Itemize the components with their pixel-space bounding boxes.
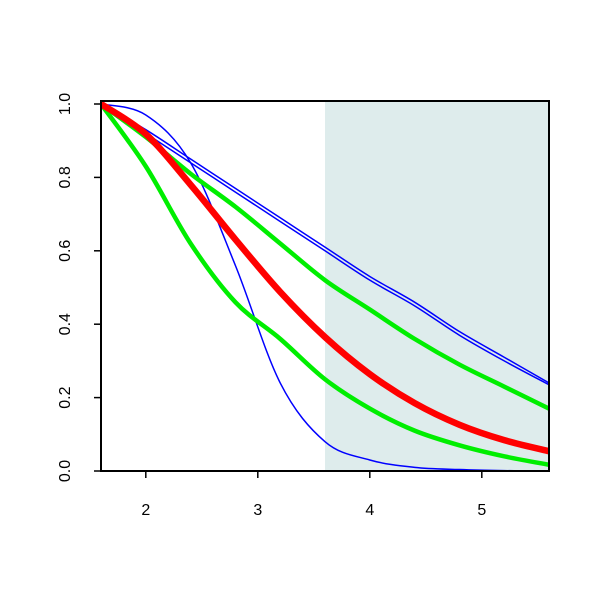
x-tick-label: 3 xyxy=(253,502,262,519)
line-series xyxy=(101,103,549,471)
line-series xyxy=(101,103,549,384)
line-series xyxy=(101,101,549,455)
y-tick-label: 0.4 xyxy=(57,313,74,335)
shaded-region xyxy=(325,101,549,471)
y-tick-label: 1.0 xyxy=(57,93,74,115)
y-tick-label: 0.6 xyxy=(57,240,74,262)
y-tick-label: 0.2 xyxy=(57,386,74,408)
x-tick-label: 4 xyxy=(365,502,374,519)
plot-frame xyxy=(100,100,550,472)
line-series xyxy=(101,102,549,467)
y-tick-label: 0.8 xyxy=(57,166,74,188)
line-series xyxy=(101,103,549,386)
x-tick-label: 5 xyxy=(477,502,486,519)
x-tick-label: 2 xyxy=(141,502,150,519)
line-series xyxy=(101,102,549,411)
y-tick-label: 0.0 xyxy=(57,460,74,482)
